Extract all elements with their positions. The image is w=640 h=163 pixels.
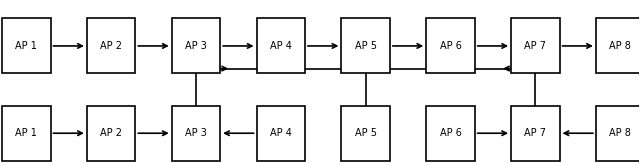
Bar — [426, 106, 475, 161]
Bar — [257, 18, 305, 73]
Bar — [172, 106, 220, 161]
Bar — [2, 106, 51, 161]
Bar — [596, 18, 640, 73]
Text: AP 1: AP 1 — [15, 41, 37, 51]
Text: AP 5: AP 5 — [355, 41, 376, 51]
Bar — [426, 18, 475, 73]
Text: AP 4: AP 4 — [270, 41, 292, 51]
Text: AP 3: AP 3 — [185, 128, 207, 138]
Bar — [596, 106, 640, 161]
Text: AP 8: AP 8 — [609, 41, 631, 51]
Bar — [511, 18, 559, 73]
Bar — [172, 18, 220, 73]
Text: AP 8: AP 8 — [609, 128, 631, 138]
Text: AP 3: AP 3 — [185, 41, 207, 51]
Text: AP 4: AP 4 — [270, 128, 292, 138]
Bar — [87, 18, 135, 73]
Text: AP 7: AP 7 — [524, 41, 547, 51]
Bar — [341, 106, 390, 161]
Text: AP 6: AP 6 — [440, 41, 461, 51]
Bar — [511, 106, 559, 161]
Text: AP 1: AP 1 — [15, 128, 37, 138]
Bar — [2, 18, 51, 73]
Text: AP 5: AP 5 — [355, 128, 376, 138]
Bar — [87, 106, 135, 161]
Text: AP 2: AP 2 — [100, 128, 122, 138]
Text: AP 2: AP 2 — [100, 41, 122, 51]
Text: AP 6: AP 6 — [440, 128, 461, 138]
Bar — [257, 106, 305, 161]
Text: AP 7: AP 7 — [524, 128, 547, 138]
Bar — [341, 18, 390, 73]
